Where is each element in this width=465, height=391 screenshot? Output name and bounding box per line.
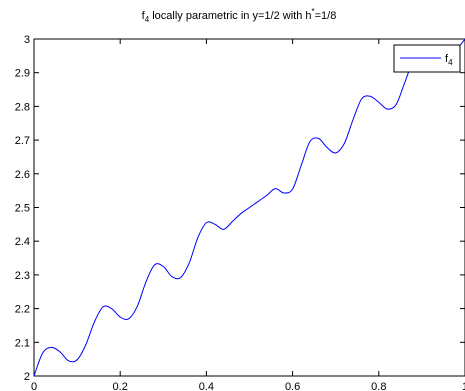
chart-title: f4 locally parametric in y=1/2 with h*=1… xyxy=(142,7,337,24)
x-tick-label: 0 xyxy=(31,381,37,391)
legend-label-sub: 4 xyxy=(448,58,453,67)
plot-area: 2 2.1 2.2 2.3 2.4 2.5 2.6 2.7 2.8 2.9 3 0 0.2 0.4 0.6 0… xyxy=(15,34,465,391)
y-tick-label: 2.1 xyxy=(15,337,30,349)
x-tick-label: 0.6 xyxy=(285,381,300,391)
series-line-f4 xyxy=(33,38,465,377)
legend: f4 xyxy=(393,44,461,73)
y-tick-label: 2.4 xyxy=(15,236,30,248)
y-tick-label: 2.7 xyxy=(15,135,30,147)
y-tick-label: 2.2 xyxy=(15,304,30,316)
x-tick-label: 1 xyxy=(462,381,465,391)
x-tick-label: 0.2 xyxy=(113,381,128,391)
x-tick-label: 0.4 xyxy=(199,381,214,391)
y-tick-label: 3 xyxy=(24,34,30,46)
legend-label-main: f xyxy=(445,53,449,65)
y-tick-label: 2.8 xyxy=(15,101,30,113)
y-tick-label: 2.3 xyxy=(15,270,30,282)
legend-label: f4 xyxy=(445,53,453,67)
y-tick-label: 2.9 xyxy=(15,68,30,80)
y-tick-label: 2.5 xyxy=(15,203,30,215)
y-tick-label: 2.6 xyxy=(15,169,30,181)
y-tick-label: 2 xyxy=(24,371,30,383)
x-tick-label: 0.8 xyxy=(371,381,386,391)
